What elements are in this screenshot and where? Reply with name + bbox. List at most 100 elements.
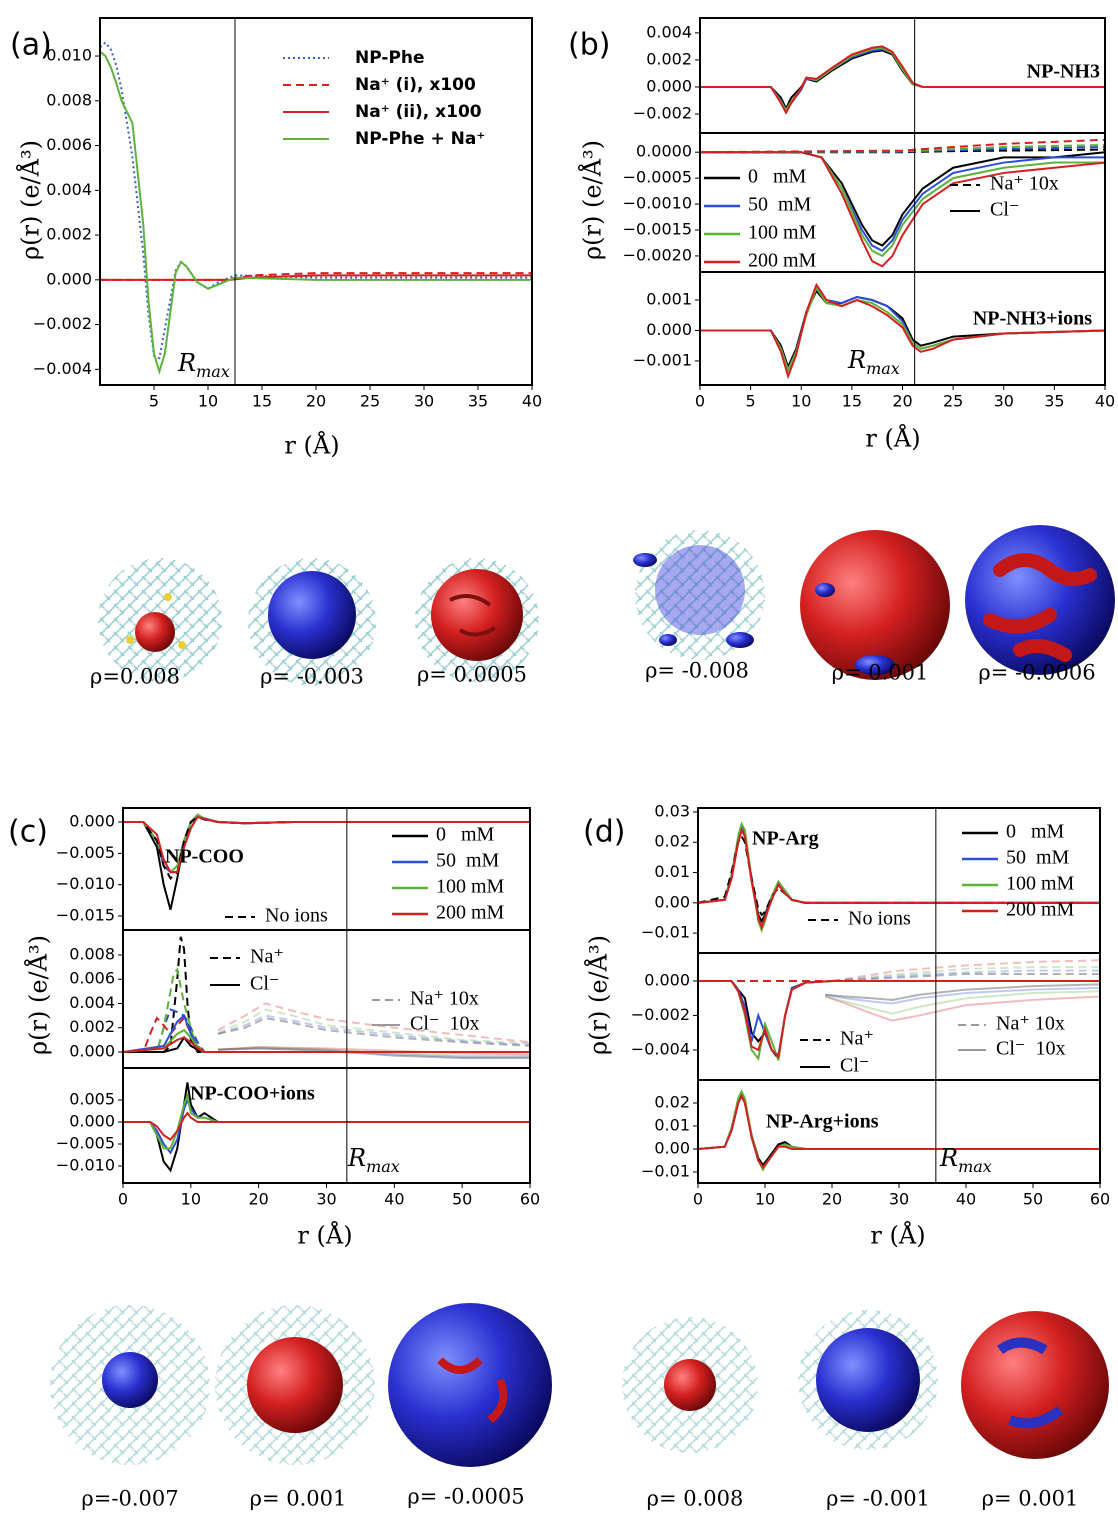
series-line [831, 959, 1100, 982]
render-images [50, 525, 1115, 1467]
legend-label: 50 mM [436, 850, 500, 872]
y-tick-label: 0.01 [654, 862, 690, 881]
plot-area [123, 813, 530, 910]
panel-label: (a) [10, 28, 52, 63]
subplot-label: NP-COO+ions [190, 1083, 315, 1105]
y-tick-label: −0.004 [33, 359, 92, 378]
legend-label: 200 mM [1006, 899, 1075, 921]
y-tick-label: 0.000 [46, 269, 92, 288]
rmax-sub: max [958, 1157, 992, 1176]
x-tick-label: 10 [198, 392, 218, 411]
rmax-label: Rmax [177, 349, 230, 381]
legend-label: NP-Phe [355, 48, 425, 68]
x-tick-label: 10 [791, 392, 811, 411]
y-tick-label: −0.004 [631, 1039, 690, 1058]
render-np-arg-2 [798, 1310, 938, 1450]
render-caption: ρ= -0.0006 [978, 661, 1095, 685]
render-np-phe-3 [415, 558, 539, 682]
legend-label: 200 mM [436, 902, 505, 924]
legend-label: Na⁺ 10x [410, 988, 479, 1010]
y-tick-label: 0.02 [654, 1093, 690, 1112]
series-line [700, 146, 1105, 154]
plot-area [123, 936, 530, 1060]
series-line [100, 50, 532, 376]
panel-label: (c) [8, 815, 48, 850]
plot-frame [99, 17, 533, 386]
x-tick-label: 40 [522, 392, 542, 411]
subplot: −0.01 0.00 0.01 0.02 0 10 20 30 40 50 60 Rmax NP-Arg… [641, 1079, 1110, 1250]
legend-label: Na⁺ [840, 1028, 874, 1050]
render-np-phe-1 [98, 558, 222, 682]
legend-label: 0 mM [436, 824, 495, 846]
render-np-nh3-3 [965, 525, 1115, 675]
render-np-coo-3 [388, 1303, 552, 1467]
legend-label: No ions [265, 905, 328, 927]
y-tick-label: 0.0000 [636, 142, 692, 161]
plot-area [700, 138, 1105, 268]
subplot-label: NP-Arg+ions [766, 1111, 879, 1133]
y-tick-label: 0.000 [646, 77, 692, 96]
rmax-main: R [847, 346, 866, 374]
series-line [825, 983, 1100, 1001]
y-tick-label: 0.02 [654, 832, 690, 851]
x-tick-label: 30 [414, 392, 434, 411]
y-tick-label: −0.002 [631, 1005, 690, 1024]
subplot: −0.015 −0.010 −0.005 0.000 (c) NP-COO 0 mM 50 m… [8, 807, 531, 931]
series-line [700, 46, 1105, 112]
legend-label: Cl⁻ [840, 1055, 869, 1077]
x-tick-label: 15 [842, 392, 862, 411]
render-caption: ρ= -0.003 [260, 665, 364, 689]
subplot: 0.000 0.002 0.004 0.006 0.008 ρ(r) (e/Å³) Na⁺ C… [24, 929, 531, 1069]
y-tick-label: 0.004 [646, 22, 692, 41]
y-tick-label: 0.000 [69, 1041, 115, 1060]
subplot-label: NP-NH3+ions [973, 308, 1092, 330]
y-tick-label: 0.00 [654, 892, 690, 911]
panel-label: (b) [568, 28, 610, 63]
series-line [825, 986, 1100, 1005]
plot-frame [699, 271, 1106, 386]
series-line [700, 151, 1105, 268]
render-caption: ρ= -0.0005 [407, 1485, 524, 1509]
legend-label: Cl⁻ [990, 199, 1019, 221]
render-np-phe-2 [248, 558, 376, 686]
legend-label: 0 mM [1006, 821, 1065, 843]
subplot-label: NP-Arg [752, 828, 819, 850]
x-tick-label: 60 [1090, 1190, 1110, 1209]
x-tick-label: 30 [889, 1190, 909, 1209]
x-axis-label: r (Å) [870, 1221, 925, 1250]
y-tick-label: −0.015 [56, 905, 115, 924]
legend-label: Na⁺ (ii), x100 [355, 102, 482, 122]
y-tick-label: 0.03 [654, 801, 690, 820]
x-tick-label: 40 [1095, 392, 1115, 411]
x-tick-label: 25 [360, 392, 380, 411]
render-np-nh3-1 [633, 530, 765, 660]
x-tick-label: 0 [118, 1190, 128, 1209]
y-tick-label: 0.00 [654, 1139, 690, 1158]
subplot: −0.002 0.000 0.002 0.004 (b) NP-NH3 [568, 17, 1106, 134]
subplot: −0.004 −0.002 0.000 ρ(r) (e/Å³) Na⁺ Cl⁻ Na⁺ 10… [584, 935, 1101, 1081]
y-tick-label: 0.002 [46, 225, 92, 244]
y-tick-label: −0.005 [56, 1134, 115, 1153]
x-tick-label: 0 [693, 1190, 703, 1209]
legend-label: 50 mM [748, 194, 812, 216]
legend-label: Na⁺ [250, 946, 284, 968]
render-caption: ρ=0.008 [90, 665, 180, 689]
y-tick-label: 0.006 [46, 135, 92, 154]
x-tick-label: 20 [822, 1190, 842, 1209]
series-line [123, 815, 530, 874]
y-tick-label: −0.0005 [623, 168, 692, 187]
render-caption: ρ= 0.001 [250, 1487, 347, 1511]
plot-area [700, 45, 1105, 115]
series-line [217, 1008, 530, 1045]
subplot-label: NP-COO [165, 846, 244, 868]
subplot: −0.004 −0.002 0.000 0.002 0.004 0.006 0.008 0.0… [10, 17, 542, 460]
x-axis-label: r (Å) [284, 431, 339, 460]
x-axis-label: r (Å) [297, 1221, 352, 1250]
x-axis-label: r (Å) [865, 424, 920, 453]
rmax-label: Rmax [347, 1144, 400, 1176]
y-tick-label: 0.006 [69, 969, 115, 988]
x-tick-label: 5 [746, 392, 756, 411]
rmax-main: R [939, 1144, 958, 1172]
series-line [123, 1111, 530, 1141]
